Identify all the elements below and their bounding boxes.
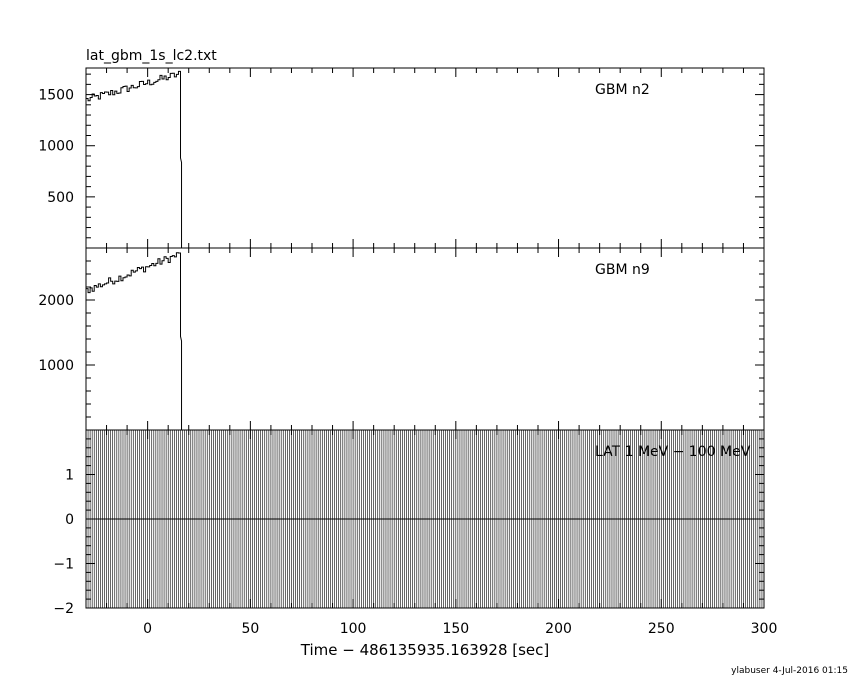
- x-tick-label: 250: [648, 621, 675, 637]
- y-tick-label: 500: [47, 190, 74, 206]
- x-axis-label: Time − 486135935.163928 [sec]: [300, 641, 550, 659]
- panel-frame: [85, 67, 765, 249]
- y-tick-label: 1: [65, 468, 74, 484]
- series-line: [86, 70, 183, 248]
- y-tick-label: −2: [53, 601, 74, 617]
- x-tick-label: 50: [241, 621, 259, 637]
- x-tick-label: 150: [442, 621, 469, 637]
- y-tick-label: −1: [53, 557, 74, 573]
- y-tick-label: 1000: [38, 139, 74, 155]
- y-tick-label: 1500: [38, 88, 74, 104]
- chart-title: lat_gbm_1s_lc2.txt: [86, 48, 217, 64]
- panel-label: LAT 1 MeV − 100 MeV: [595, 444, 751, 460]
- panels: 500 1000 1500 GBM n2 1000 2000 GBM n9 −2 −1 0 1 LAT…: [38, 67, 765, 617]
- x-tick-label: 0: [143, 621, 152, 637]
- series-line: [86, 252, 183, 430]
- y-tick-label: 0: [65, 512, 74, 528]
- x-tick-label: 200: [545, 621, 572, 637]
- panel-label: GBM n9: [595, 262, 650, 278]
- x-tick-label: 300: [751, 621, 778, 637]
- y-tick-label: 1000: [38, 358, 74, 374]
- panel-2: 1000 2000 GBM n9: [38, 247, 765, 431]
- panel-label: GBM n2: [595, 82, 650, 98]
- x-axis: 0 50 100 150 200 250 300: [143, 621, 777, 637]
- footer-stamp: ylabuser 4-Jul-2016 01:15: [731, 666, 848, 676]
- panel-1: 500 1000 1500 GBM n2: [38, 67, 765, 249]
- panel-3: −2 −1 0 1 LAT 1 MeV − 100 MeV: [53, 429, 765, 617]
- y-tick-label: 2000: [38, 293, 74, 309]
- x-tick-label: 100: [340, 621, 367, 637]
- panel-frame: [85, 247, 765, 431]
